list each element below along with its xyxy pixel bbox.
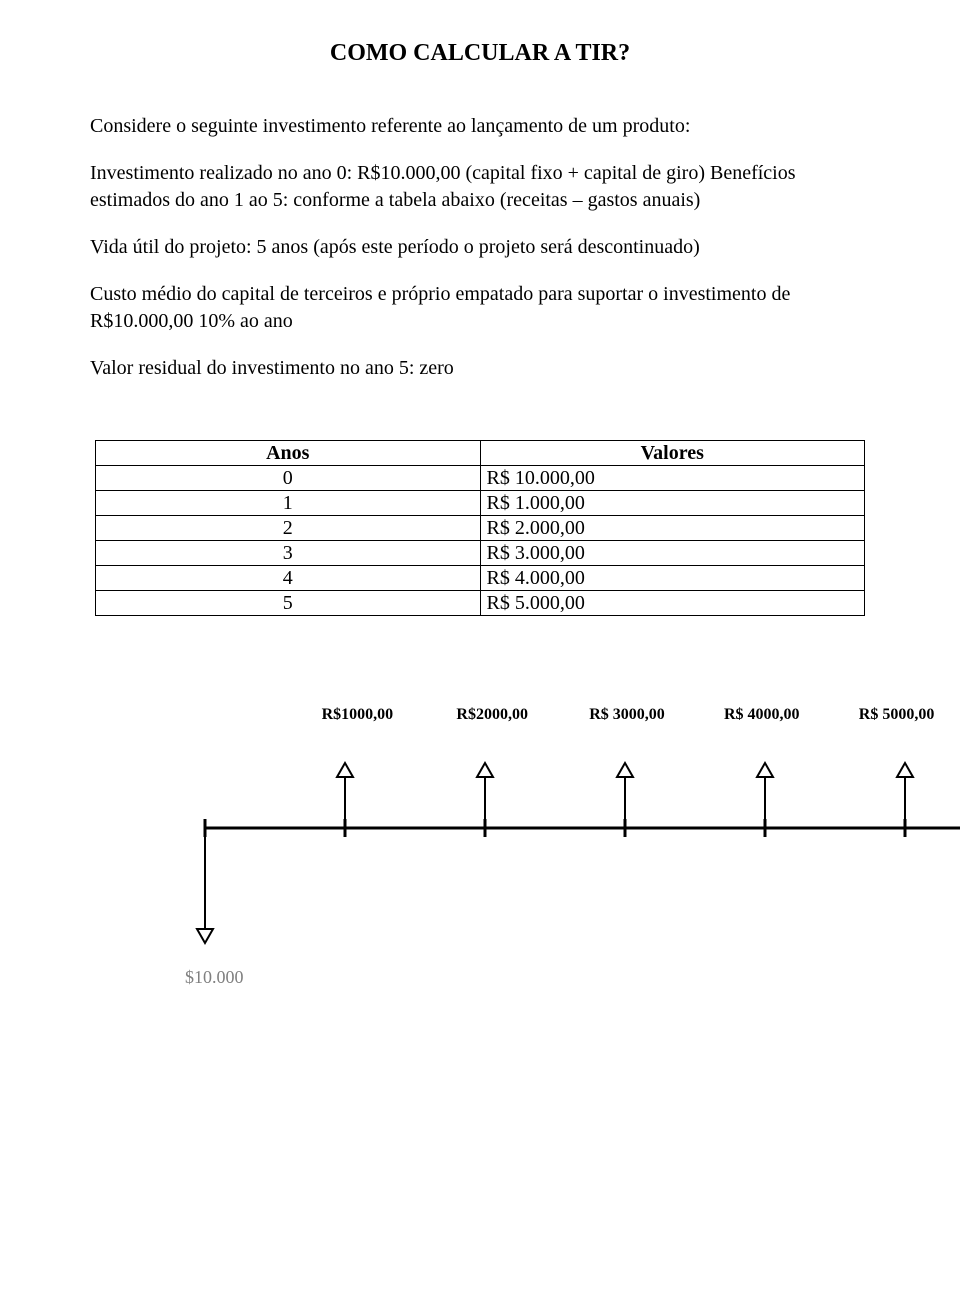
table-row: 0 R$ 10.000,00: [96, 466, 865, 491]
table-row: 1 R$ 1.000,00: [96, 491, 865, 516]
paragraph-cost: Custo médio do capital de terceiros e pr…: [90, 281, 870, 335]
cell-value: R$ 4.000,00: [480, 566, 865, 591]
cashflow-label: R$ 5000,00: [829, 706, 960, 724]
paragraph-residual: Valor residual do investimento no ano 5:…: [90, 355, 870, 382]
table-row: 5 R$ 5.000,00: [96, 591, 865, 616]
cell-value: R$ 2.000,00: [480, 516, 865, 541]
cashflow-label: R$ 3000,00: [560, 706, 695, 724]
page: COMO CALCULAR A TIR? Considere o seguint…: [0, 0, 960, 1300]
cashflow-labels: R$1000,00 R$2000,00 R$ 3000,00 R$ 4000,0…: [290, 706, 960, 724]
table-row: 4 R$ 4.000,00: [96, 566, 865, 591]
table-header-values: Valores: [480, 441, 865, 466]
values-table: Anos Valores 0 R$ 10.000,00 1 R$ 1.000,0…: [95, 440, 865, 616]
cell-year: 4: [96, 566, 481, 591]
cell-value: R$ 10.000,00: [480, 466, 865, 491]
cashflow-label: R$ 4000,00: [694, 706, 829, 724]
page-title: COMO CALCULAR A TIR?: [90, 40, 870, 67]
paragraph-investment: Investimento realizado no ano 0: R$10.00…: [90, 160, 870, 214]
table-row: 3 R$ 3.000,00: [96, 541, 865, 566]
table-row: 2 R$ 2.000,00: [96, 516, 865, 541]
table-header-years: Anos: [96, 441, 481, 466]
initial-investment-label: $10.000: [185, 967, 870, 988]
paragraph-life: Vida útil do projeto: 5 anos (após este …: [90, 234, 870, 261]
cell-value: R$ 1.000,00: [480, 491, 865, 516]
cell-year: 5: [96, 591, 481, 616]
cell-value: R$ 5.000,00: [480, 591, 865, 616]
cashflow-diagram: [175, 730, 960, 965]
table-header-row: Anos Valores: [96, 441, 865, 466]
cashflow-label: R$2000,00: [425, 706, 560, 724]
cashflow-label: R$1000,00: [290, 706, 425, 724]
paragraph-intro: Considere o seguinte investimento refere…: [90, 113, 870, 140]
cell-year: 1: [96, 491, 481, 516]
cell-year: 0: [96, 466, 481, 491]
cell-value: R$ 3.000,00: [480, 541, 865, 566]
cashflow-svg: [175, 730, 960, 960]
cell-year: 3: [96, 541, 481, 566]
cell-year: 2: [96, 516, 481, 541]
